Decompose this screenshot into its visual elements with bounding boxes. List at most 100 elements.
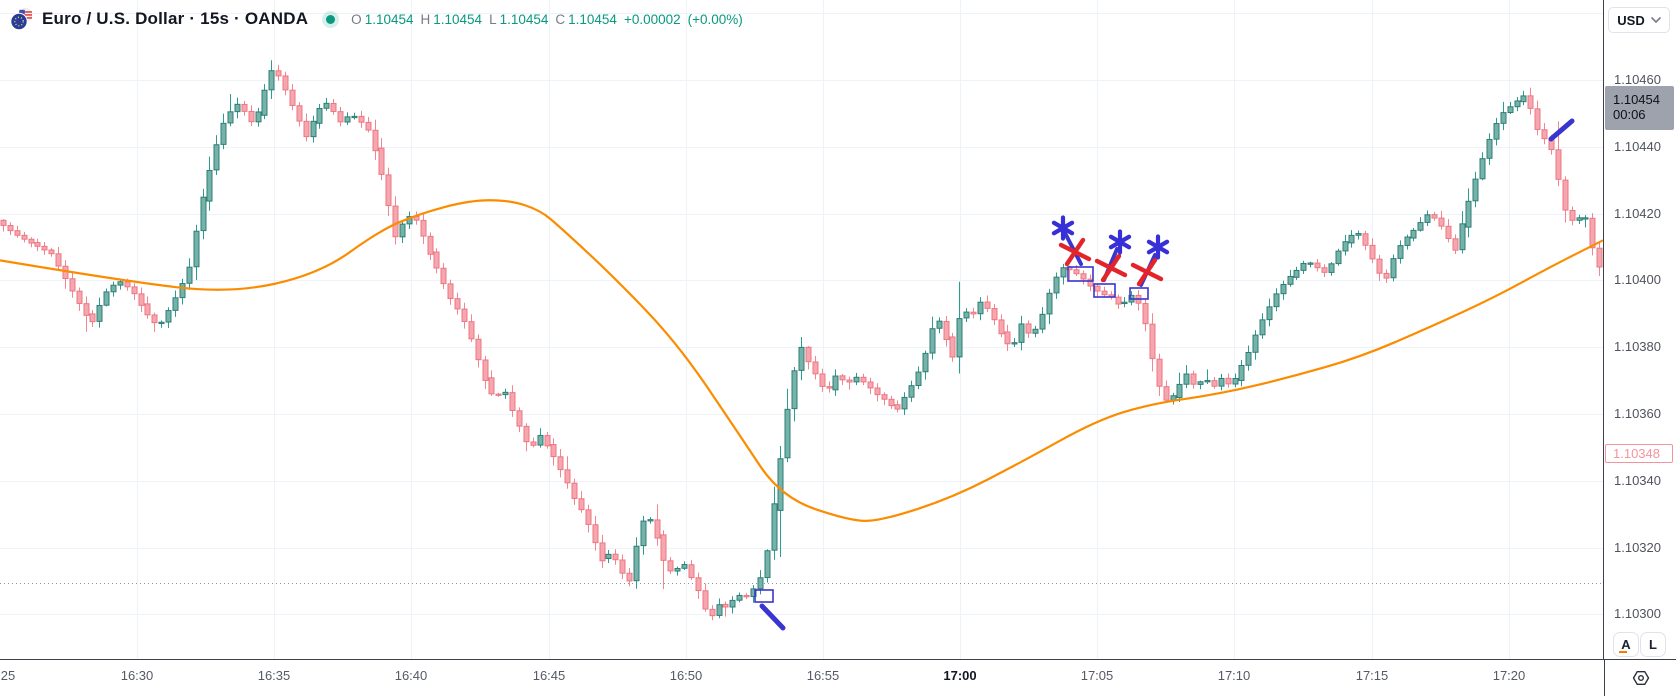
chart-plot[interactable] (0, 0, 1603, 659)
candle (832, 375, 839, 391)
candle (337, 111, 344, 123)
candle (1335, 250, 1342, 265)
auto-scale-active-mark (1619, 651, 1627, 653)
candle (89, 313, 96, 323)
price-axis[interactable]: USD 1.10460 1.10440 1.10420 1.10400 1.10380 1… (1604, 0, 1676, 659)
annotation-arrow[interactable] (759, 603, 786, 631)
highlight-box[interactable] (1129, 287, 1149, 300)
candle (550, 444, 557, 458)
candle (557, 456, 564, 471)
price-level-badge: 1.10348 (1605, 444, 1673, 463)
candle (1438, 217, 1445, 227)
candle (1004, 331, 1011, 345)
highlight-box[interactable] (1067, 266, 1094, 282)
time-axis-label: 16:40 (394, 668, 428, 683)
candle (1197, 381, 1204, 385)
candle (468, 321, 475, 340)
candle (667, 560, 674, 572)
candle (977, 301, 984, 315)
price-axis-label: 1.10460 (1614, 72, 1661, 87)
candle (791, 370, 798, 410)
candle (777, 458, 784, 511)
candle (647, 519, 654, 522)
candle (351, 115, 358, 119)
candle (1397, 245, 1404, 259)
candle (1465, 200, 1472, 228)
candle (372, 129, 379, 152)
low-value: 1.10454 (499, 11, 549, 27)
candle (805, 346, 812, 363)
candle (151, 314, 158, 324)
candle (1376, 258, 1383, 274)
signal-asterisk-icon[interactable] (1051, 220, 1075, 236)
candle (289, 89, 296, 106)
candle (537, 434, 544, 446)
candle (709, 608, 716, 617)
change-value: +0.00002 (623, 11, 681, 27)
time-axis-label: 17:05 (1080, 668, 1114, 683)
quick-settings-icon[interactable] (1630, 667, 1652, 689)
candle (702, 590, 709, 610)
candle (1245, 352, 1252, 366)
candle (943, 320, 950, 341)
ma-line[interactable] (0, 199, 1603, 522)
signal-cross-icon[interactable] (1100, 253, 1122, 283)
high-label: H (420, 11, 431, 27)
annotation-arrow[interactable] (1548, 118, 1575, 142)
candle (358, 115, 365, 123)
candle (193, 230, 200, 268)
market-status-dot[interactable] (326, 14, 336, 24)
candle (1500, 112, 1507, 124)
currency-button[interactable]: USD (1608, 7, 1670, 33)
candle (1459, 223, 1466, 251)
candle (399, 223, 406, 238)
candle (1176, 383, 1183, 399)
auto-scale-button[interactable]: A (1613, 632, 1639, 657)
candle (1562, 179, 1569, 211)
candle (124, 281, 131, 288)
candle (440, 267, 447, 285)
candle (619, 559, 626, 574)
highlight-box[interactable] (754, 589, 774, 603)
candle (179, 283, 186, 299)
log-scale-button[interactable]: L (1640, 632, 1666, 657)
ohlc-readout: O 1.10454 H 1.10454 L 1.10454 C 1.10454 … (351, 12, 743, 27)
candle (420, 219, 427, 237)
candle (241, 103, 248, 112)
candle (764, 550, 771, 579)
time-axis-label: 17:00 (943, 668, 977, 683)
candle (454, 298, 461, 310)
candle (303, 120, 310, 138)
high-value: 1.10454 (433, 11, 483, 27)
time-axis[interactable]: 25 16:30 16:35 16:40 16:45 16:50 16:55 17:00 17:… (0, 660, 1676, 696)
signal-connector-line[interactable] (1063, 231, 1083, 266)
signal-cross-icon[interactable] (1064, 237, 1086, 267)
signal-cross-icon[interactable] (1136, 257, 1158, 287)
candle (612, 553, 619, 561)
candle (461, 308, 468, 322)
last-price-badge: 1.10454 00:06 (1605, 86, 1674, 130)
candle (1472, 178, 1479, 202)
candle (488, 377, 495, 395)
symbol-title[interactable]: Euro / U.S. Dollar · 15s · OANDA (42, 9, 309, 28)
candle (495, 393, 502, 396)
highlight-box[interactable] (1093, 283, 1116, 298)
last-price-value: 1.10454 (1613, 92, 1660, 107)
signal-asterisk-icon[interactable] (1146, 239, 1170, 255)
candle (1218, 377, 1225, 387)
candle (736, 594, 743, 601)
signal-asterisk-icon[interactable] (1108, 234, 1132, 250)
candle (578, 498, 585, 511)
candle (1555, 149, 1562, 180)
candle (1156, 358, 1163, 387)
candle (41, 245, 48, 251)
candle (544, 435, 551, 447)
candle (1259, 319, 1266, 336)
candle (654, 519, 661, 539)
candle (970, 311, 977, 315)
candle (599, 542, 606, 562)
candle (275, 70, 282, 77)
price-axis-label: 1.10420 (1614, 206, 1661, 221)
candle (991, 308, 998, 321)
